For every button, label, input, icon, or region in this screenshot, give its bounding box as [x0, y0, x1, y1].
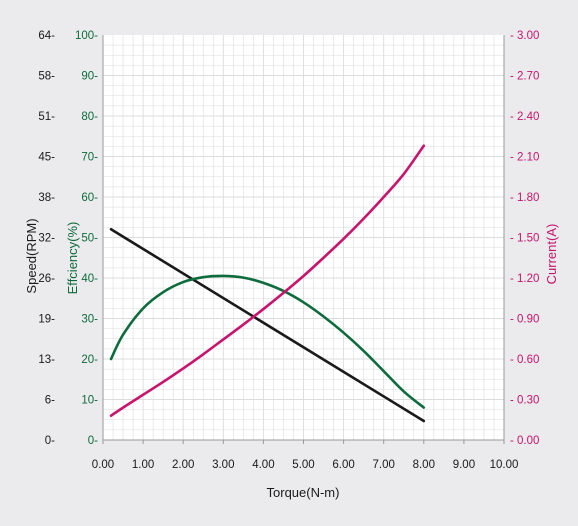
efficiency-tick-label: 60- [81, 192, 98, 204]
current-tick-label: - 1.20 [510, 273, 539, 285]
axes [102, 35, 505, 444]
current-tick-label: - 3.00 [510, 30, 539, 42]
tick-labels: 0.00 1.00 2.00 3.00 4.00 5.00 6.00 7.00 8.00 9.00… [38, 30, 539, 471]
x-tick-label: 2.00 [172, 459, 194, 471]
efficiency-tick-label: 50- [81, 233, 98, 245]
current-tick-label: - 1.50 [510, 233, 539, 245]
current-tick-label: - 2.10 [510, 152, 539, 164]
speed-tick-label: 13- [38, 354, 55, 366]
series-lines [109, 144, 426, 423]
speed-tick-label: 58- [38, 71, 55, 83]
current-tick-label: - 0.60 [510, 354, 539, 366]
efficiency-series-line [109, 274, 426, 409]
speed-tick-label: 26- [38, 273, 55, 285]
x-tick-label: 9.00 [453, 459, 475, 471]
efficiency-tick-label: 20- [81, 354, 98, 366]
x-tick-label: 7.00 [373, 459, 395, 471]
speed-tick-label: 51- [38, 111, 55, 123]
grid [103, 35, 504, 440]
efficiency-tick-label: 100- [75, 30, 98, 42]
current-tick-label: - 0.30 [510, 395, 539, 407]
current-tick-label: - 0.90 [510, 314, 539, 326]
speed-tick-label: 0- [45, 435, 55, 447]
speed-tick-label: 64- [38, 30, 55, 42]
current-tick-label: - 0.00 [510, 435, 539, 447]
x-tick-label: 8.00 [413, 459, 435, 471]
x-tick-label: 4.00 [252, 459, 274, 471]
x-tick-label: 6.00 [332, 459, 354, 471]
efficiency-tick-label: 30- [81, 314, 98, 326]
x-tick-label: 1.00 [132, 459, 154, 471]
efficiency-tick-label: 40- [81, 273, 98, 285]
current-tick-label: - 2.40 [510, 111, 539, 123]
current-series-line [109, 144, 426, 417]
speed-series-line [109, 227, 426, 423]
efficiency-tick-label: 80- [81, 111, 98, 123]
x-tick-label: 3.00 [212, 459, 234, 471]
current-tick-label: - 1.80 [510, 192, 539, 204]
speed-axis-title: Speed(RPM) [24, 218, 39, 293]
efficiency-tick-label: 0- [88, 435, 98, 447]
efficiency-tick-label: 70- [81, 152, 98, 164]
efficiency-tick-label: 90- [81, 71, 98, 83]
speed-tick-label: 38- [38, 192, 55, 204]
x-tick-label: 5.00 [292, 459, 314, 471]
x-tick-label: 10.00 [490, 459, 519, 471]
efficiency-axis-title: Effciency(%) [65, 222, 80, 295]
x-tick-label: 0.00 [92, 459, 114, 471]
speed-tick-label: 19- [38, 314, 55, 326]
current-axis-title: Current(A) [544, 224, 559, 285]
speed-tick-label: 45- [38, 152, 55, 164]
x-axis-title: Torque(N-m) [267, 485, 340, 500]
efficiency-tick-label: 10- [81, 395, 98, 407]
current-tick-label: - 2.70 [510, 71, 539, 83]
speed-tick-label: 32- [38, 233, 55, 245]
speed-tick-label: 6- [45, 395, 55, 407]
